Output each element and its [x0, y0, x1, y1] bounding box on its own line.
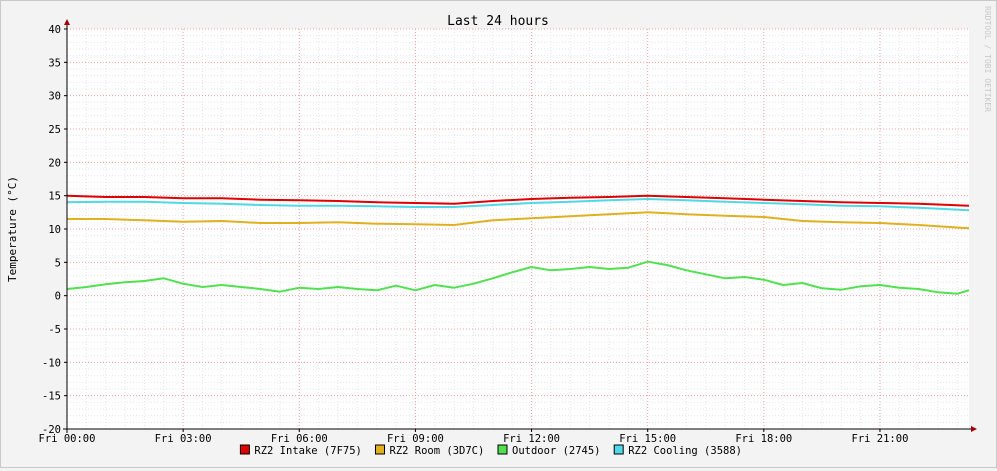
chart-title: Last 24 hours [447, 14, 549, 29]
y-tick-label: -5 [48, 324, 61, 336]
legend-swatch-4 [613, 444, 624, 455]
series-line-3 [66, 260, 970, 295]
x-tick-label: Fri 15:00 [619, 433, 676, 445]
series-line-2 [67, 211, 970, 230]
y-tick-label: -20 [42, 424, 61, 436]
x-tick-label: Fri 12:00 [503, 433, 560, 445]
legend: RZ2 Intake (7F75) RZ2 Room (3D7C) Outdoor … [239, 444, 742, 457]
legend-label-1: RZ2 Intake (7F75) [254, 445, 361, 457]
y-tick-label: 20 [48, 157, 61, 169]
series-line-1 [66, 194, 970, 207]
legend-label-2: RZ2 Room (3D7C) [390, 445, 485, 457]
x-tick-label: Fri 03:00 [155, 433, 212, 445]
y-axis-label: Temperature (°C) [6, 176, 19, 282]
x-tick-label: Fri 18:00 [735, 433, 792, 445]
legend-swatch-3 [497, 444, 508, 455]
y-tick-label: -10 [42, 357, 61, 369]
y-tick-label: 15 [48, 191, 61, 203]
legend-label-4: RZ2 Cooling (3588) [628, 445, 742, 457]
y-tick-label: 30 [48, 91, 61, 103]
y-tick-label: 35 [48, 57, 61, 69]
x-tick-label: Fri 00:00 [39, 433, 96, 445]
y-tick-label: 40 [48, 24, 61, 36]
y-tick-label: 5 [55, 257, 61, 269]
x-tick-label: Fri 06:00 [271, 433, 328, 445]
legend-swatch-2 [375, 444, 385, 455]
series-line-4 [66, 198, 970, 212]
x-tick-label: Fri 21:00 [852, 433, 909, 445]
y-axis-arrow [64, 19, 70, 25]
y-tick-label: 25 [48, 124, 61, 136]
legend-swatch-1 [239, 444, 250, 455]
y-tick-label: 10 [48, 224, 61, 236]
y-tick-label: -15 [42, 391, 61, 403]
x-axis-arrow [971, 426, 977, 432]
watermark: RRDTOOL / TOBI OETIKER [983, 6, 992, 112]
x-tick-label: Fri 09:00 [387, 433, 444, 445]
legend-label-3: Outdoor (2745) [512, 445, 601, 457]
y-tick-label: 0 [55, 291, 61, 303]
